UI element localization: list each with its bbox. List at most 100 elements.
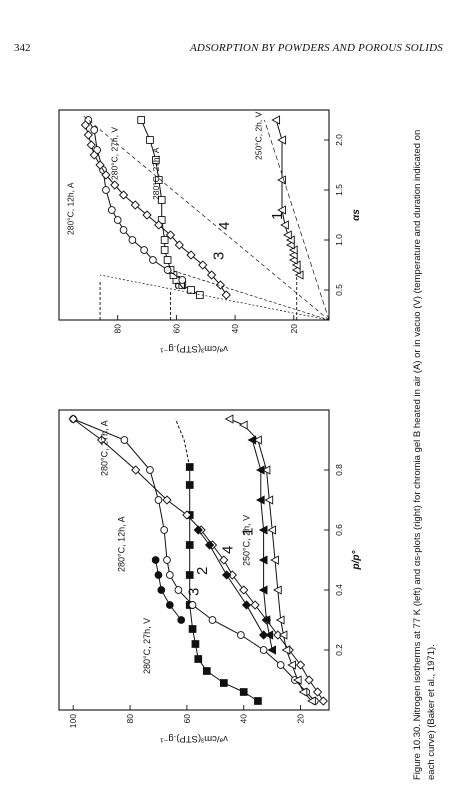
- curve-label-3: 3: [185, 588, 202, 596]
- point-4-6: [165, 230, 176, 240]
- ref-line-d: [264, 119, 330, 321]
- point-4d-1: [241, 600, 252, 610]
- point-2-6: [163, 256, 172, 264]
- point-4-1: [312, 687, 323, 697]
- point-2-3: [202, 667, 211, 675]
- point-3d-1: [165, 601, 174, 609]
- point-4-14: [89, 150, 99, 160]
- x-tick-label-1: 0.4: [334, 584, 344, 596]
- point-3-3: [140, 246, 148, 254]
- x-axis-label: αs: [351, 209, 362, 221]
- point-2-0: [254, 697, 262, 705]
- point-1d-1: [264, 630, 274, 640]
- point-4d-3: [204, 540, 215, 550]
- running-title: ADSORPTION BY POWDERS AND POROUS SOLIDS: [190, 42, 443, 54]
- point-1-6: [275, 615, 285, 625]
- point-2-11: [185, 481, 194, 489]
- point-2-10: [157, 196, 166, 204]
- r-annotation-280-12h-A: 280°C, 12h, A: [66, 182, 76, 235]
- ref-line-b: [170, 269, 330, 321]
- point-3-7: [188, 601, 197, 609]
- point-1d-6: [255, 495, 265, 505]
- point-1-5: [278, 630, 288, 640]
- x-axis-label: p/p°: [351, 550, 362, 571]
- point-3-4: [128, 236, 137, 244]
- point-2-1: [239, 688, 248, 696]
- point-3-10: [163, 556, 171, 564]
- annotation-280-12h-A: 280°C, 12h, A: [116, 516, 126, 572]
- y-tick-label-2: 60: [182, 714, 192, 724]
- plot-frame: [58, 409, 330, 711]
- point-2-14: [137, 116, 146, 124]
- left-isotherm-panel: 0.2 0.4 0.6 0.8 20 40 60 80 100 p/p° vᵃ/cm³(STP).g…: [58, 409, 362, 744]
- point-4-0: [221, 290, 231, 300]
- point-3-0: [178, 276, 187, 284]
- point-3-6: [113, 216, 122, 224]
- series-line-2: [189, 467, 259, 702]
- y-tick-label-4: 100: [68, 714, 78, 728]
- point-4-15: [131, 465, 141, 475]
- point-3-13: [146, 466, 154, 474]
- point-1-7: [272, 585, 282, 595]
- point-3-12: [154, 496, 163, 504]
- point-1-4: [281, 645, 291, 655]
- point-4-9: [130, 200, 140, 210]
- point-1-0: [307, 696, 316, 706]
- point-3-7: [107, 206, 116, 214]
- point-2-12: [151, 156, 160, 164]
- figure-svg: Figure 10.30. Nitrogen isotherms at 77 K…: [58, 109, 437, 780]
- point-4d-2: [222, 570, 232, 580]
- point-3-5: [237, 631, 245, 639]
- point-2-13: [146, 136, 154, 144]
- point-1d-2: [261, 615, 271, 625]
- y-axis-label: vᵃ/cm³(STP).g⁻¹: [160, 343, 228, 354]
- point-2-8: [160, 236, 169, 244]
- series-line-3: [73, 418, 316, 702]
- point-1-11: [277, 175, 286, 185]
- point-1d-7: [255, 465, 265, 475]
- point-4-11: [110, 180, 120, 190]
- point-3-8: [102, 186, 110, 194]
- x-tick-label-2: 1.5: [334, 184, 344, 196]
- point-2-1: [187, 286, 195, 294]
- point-4-9: [227, 570, 238, 580]
- series-line-3: [87, 119, 183, 281]
- point-3-9: [165, 571, 174, 579]
- y-tick-label-1: 40: [230, 324, 240, 334]
- curve-label-4: 4: [219, 546, 236, 554]
- r-annotation-250-2h-V: 250°C, 2h, V: [254, 111, 264, 160]
- r-annotation-280-27h-A: 280°C, 27h, A: [151, 147, 161, 200]
- point-3-6: [208, 616, 217, 624]
- annotation-280-27h-V: 280°C, 27h, V: [142, 618, 152, 674]
- point-4-8: [142, 210, 152, 220]
- figure-content: Figure 10.30. Nitrogen isotherms at 77 K…: [58, 109, 437, 780]
- annotation-250-2h-V: 250°C, 2h, V: [241, 515, 251, 566]
- y-tick-label-0: 20: [289, 324, 299, 334]
- point-4-0: [318, 696, 328, 706]
- point-2-2: [219, 679, 228, 687]
- point-3-3: [276, 661, 285, 669]
- x-tick-label-2: 0.6: [334, 524, 344, 536]
- point-3-11: [90, 126, 99, 134]
- point-4-5: [174, 240, 184, 250]
- point-1-8: [270, 555, 279, 565]
- x-tick-label-0: 0.5: [334, 284, 344, 296]
- point-4-3: [295, 660, 306, 670]
- point-3d-4: [151, 556, 160, 564]
- point-1-3: [287, 660, 296, 670]
- point-1-12: [277, 135, 286, 145]
- point-1-10: [277, 205, 286, 215]
- point-3d-3: [154, 571, 163, 579]
- point-2-12: [185, 463, 194, 471]
- x-tick-label-3: 2.0: [334, 134, 344, 146]
- point-4-2: [206, 270, 217, 280]
- point-2-7: [160, 246, 169, 254]
- x-tick-label-0: 0.2: [334, 644, 344, 656]
- point-4-10: [219, 555, 229, 565]
- right-alpha-s-panel: 0.5 1.0 1.5 2.0 20 40 60 80 αs vᵃ/cm³(STP).g⁻¹ 2 3 4…: [58, 109, 362, 354]
- point-2-8: [185, 571, 194, 579]
- point-4-10: [118, 190, 129, 200]
- point-1-1: [298, 687, 308, 697]
- point-3d-0: [177, 616, 186, 624]
- y-axis-label: vᵃ/cm³(STP).g⁻¹: [160, 733, 228, 744]
